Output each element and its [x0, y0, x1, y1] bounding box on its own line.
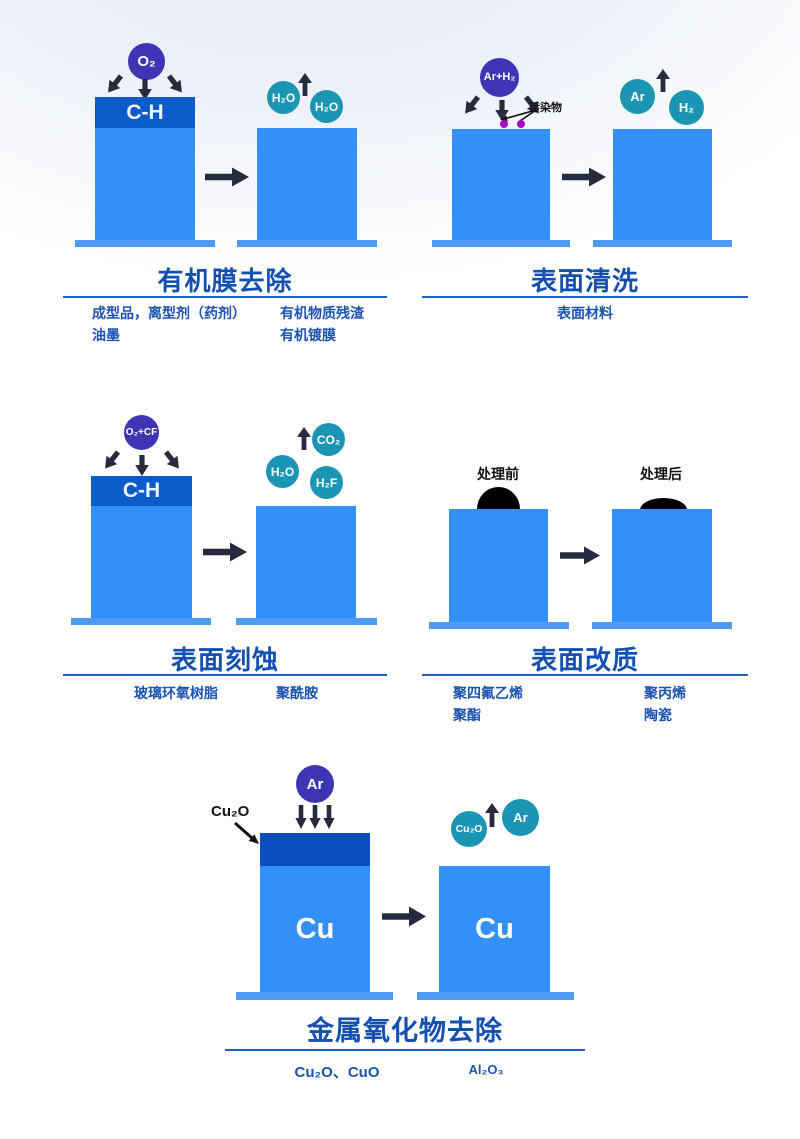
- water-droplet-before: [477, 487, 520, 509]
- pointer-arrow-icon: [234, 821, 259, 844]
- emission-circle: Ar: [502, 799, 539, 836]
- ground-line: [236, 992, 393, 1000]
- gas-circle: O₂+CF: [124, 415, 159, 450]
- separator-line: [225, 1049, 585, 1051]
- substrate-block-after: [257, 128, 357, 240]
- emission-circle: H₂O: [267, 81, 300, 114]
- ground-line: [71, 618, 211, 625]
- emission-circle: H₂O: [266, 455, 299, 488]
- ground-line: [237, 240, 377, 247]
- contaminant-dot: [517, 120, 525, 128]
- right-arrow-icon: [562, 167, 606, 187]
- separator-line: [422, 296, 748, 298]
- application-label: Cu₂O、CuO: [294, 1064, 380, 1081]
- contaminant-label: 污染物: [529, 102, 562, 114]
- up-arrow-icon: [297, 427, 311, 450]
- metal-block-before: Cu: [260, 866, 370, 992]
- application-label: Al₂O₃: [468, 1062, 504, 1077]
- ground-line: [432, 240, 570, 247]
- gas-circle: Ar: [296, 765, 334, 803]
- application-label: 聚酯: [453, 707, 481, 723]
- substrate-block-before: [91, 506, 192, 618]
- application-label: 聚四氟乙烯: [453, 685, 523, 701]
- panel-title: 有机膜去除: [157, 266, 293, 296]
- panel-title: 表面刻蚀: [170, 645, 279, 675]
- oxide-label: Cu₂O: [211, 803, 250, 820]
- substrate-block-before: [95, 128, 195, 240]
- emission-circle: CO₂: [312, 423, 345, 456]
- plasma-down-arrows-icon: [108, 74, 182, 100]
- sputter-down-arrows-icon: [295, 805, 335, 829]
- emission-circle: H₂: [669, 90, 704, 125]
- application-label: 聚丙烯: [644, 685, 686, 701]
- gas-circle: Ar+H₂: [480, 58, 519, 97]
- after-label: 处理后: [640, 466, 682, 482]
- application-label: 玻璃环氧树脂: [134, 685, 218, 701]
- ground-line: [429, 622, 569, 629]
- right-arrow-icon: [205, 167, 249, 187]
- substrate-block-before: [452, 129, 550, 240]
- right-arrow-icon: [382, 906, 426, 927]
- ground-line: [592, 622, 732, 629]
- panel-title: 表面清洗: [530, 266, 639, 296]
- application-label: 有机物质残渣: [280, 305, 364, 321]
- emission-circle: Ar: [620, 79, 655, 114]
- contaminant-dot: [500, 120, 508, 128]
- substrate-block-after: [612, 509, 712, 622]
- water-droplet-after: [640, 498, 687, 510]
- emission-circle: H₂F: [310, 466, 343, 499]
- ground-line: [75, 240, 215, 247]
- up-arrow-icon: [656, 69, 670, 92]
- right-arrow-icon: [560, 546, 600, 565]
- right-arrow-icon: [203, 542, 247, 562]
- substrate-block-after: [256, 506, 356, 618]
- emission-circle: H₂O: [310, 90, 343, 123]
- panel-title: 表面改质: [530, 645, 639, 675]
- ground-line: [417, 992, 574, 1000]
- oxide-band: [260, 833, 370, 866]
- application-label: 聚酰胺: [276, 685, 318, 701]
- panel-title: 金属氧化物去除: [307, 1016, 503, 1046]
- application-label: 成型品，离型剂（药剂）: [92, 305, 246, 321]
- separator-line: [63, 296, 387, 298]
- substrate-block-before: [449, 509, 548, 622]
- plasma-down-arrows-icon: [105, 450, 179, 476]
- before-label: 处理前: [477, 466, 519, 482]
- emission-circle: Cu₂O: [451, 811, 487, 847]
- organic-layer-band: C-H: [91, 476, 192, 506]
- application-label: 油墨: [92, 327, 120, 343]
- ground-line: [593, 240, 732, 247]
- plasma-down-arrows-icon: [465, 95, 539, 121]
- substrate-block-after: [613, 129, 712, 240]
- up-arrow-icon: [298, 73, 312, 96]
- up-arrow-icon: [485, 803, 499, 827]
- separator-line: [63, 674, 387, 676]
- application-label: 有机镀膜: [280, 327, 336, 343]
- metal-label: Cu: [475, 912, 514, 945]
- gas-circle: O₂: [128, 43, 165, 80]
- application-label: 表面材料: [557, 305, 613, 321]
- metal-label: Cu: [295, 912, 335, 945]
- ground-line: [236, 618, 377, 625]
- separator-line: [422, 674, 748, 676]
- application-label: 陶瓷: [644, 707, 672, 723]
- metal-block-after: Cu: [439, 866, 550, 992]
- organic-layer-band: C-H: [95, 97, 195, 128]
